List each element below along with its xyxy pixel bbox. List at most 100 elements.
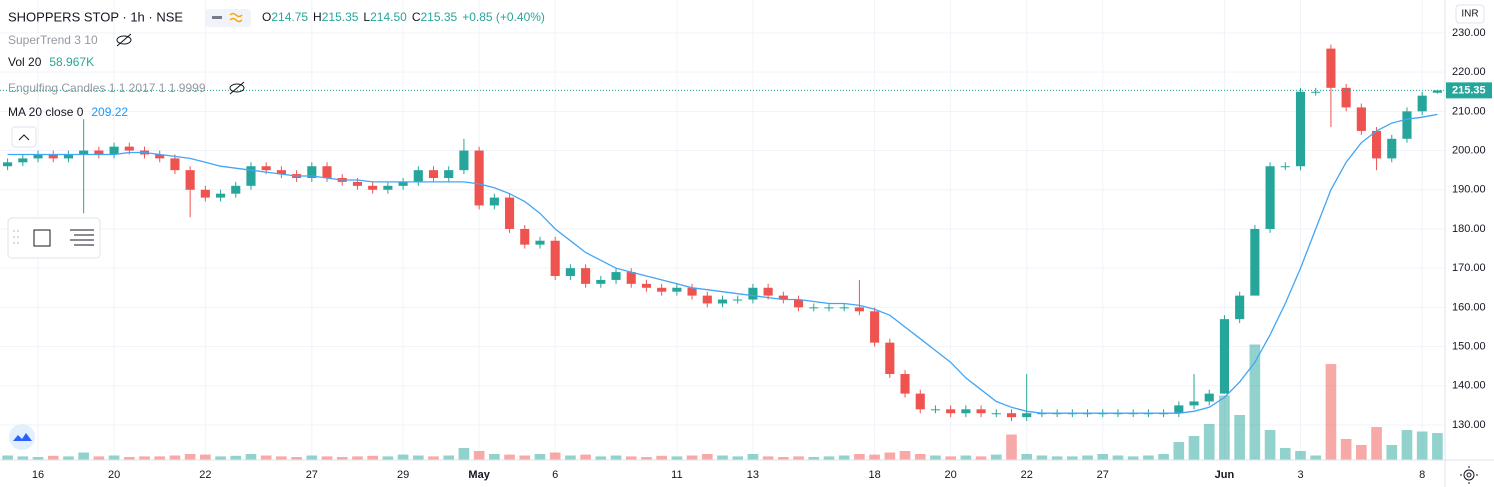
- last-price-label: 215.35: [1452, 84, 1486, 96]
- candle-body: [581, 268, 591, 284]
- volume-bar: [1127, 456, 1139, 460]
- y-tick-label: 160.00: [1452, 301, 1486, 313]
- x-tick-label: 11: [671, 469, 682, 481]
- indicator-supertrend[interactable]: SuperTrend 3 10: [8, 33, 98, 47]
- volume-bar: [1219, 395, 1230, 460]
- candle-body: [474, 150, 484, 206]
- x-tick-label: 18: [868, 469, 880, 481]
- rect-tool[interactable]: [33, 229, 51, 247]
- volume-bar: [549, 452, 561, 460]
- candle-body: [1402, 111, 1412, 139]
- x-tick-label: 13: [747, 469, 759, 481]
- candle-body: [18, 158, 28, 163]
- x-tick-label: 22: [199, 469, 211, 481]
- volume-bar: [1082, 455, 1093, 460]
- candle-body: [915, 393, 925, 410]
- candle-body: [444, 170, 454, 178]
- candle-body: [824, 307, 834, 309]
- volume-bar: [200, 454, 211, 460]
- candle-body: [946, 409, 956, 414]
- candle-body: [1311, 91, 1321, 93]
- volume-bar: [412, 455, 424, 460]
- collapse-button[interactable]: [11, 126, 37, 148]
- indicator-ma[interactable]: MA 20 close 0 209.22: [8, 105, 128, 119]
- volume-bar: [1264, 430, 1276, 460]
- volume-bar: [625, 456, 637, 460]
- volume-bar: [945, 456, 956, 460]
- volume-bar: [397, 454, 409, 460]
- candle-body: [1356, 107, 1366, 131]
- x-tick-label: 3: [1297, 469, 1303, 481]
- volume-bar: [1386, 445, 1398, 460]
- volume-bar: [230, 455, 242, 460]
- volume-bar: [32, 457, 44, 460]
- volume-bar: [1143, 455, 1154, 460]
- y-tick-label: 210.00: [1452, 105, 1486, 117]
- volume-bar: [154, 456, 166, 460]
- candle-body: [1265, 166, 1275, 229]
- candle-body: [1189, 401, 1199, 406]
- vol-value: 58.967K: [49, 55, 94, 69]
- candle-body: [961, 409, 971, 414]
- y-tick-label: 180.00: [1452, 223, 1486, 235]
- candle-body: [1280, 166, 1290, 168]
- hidden-icon[interactable]: [116, 33, 132, 47]
- candle-body: [520, 228, 530, 245]
- drag-handle[interactable]: [13, 230, 19, 244]
- currency-box[interactable]: [1455, 4, 1485, 24]
- candle-body: [459, 150, 469, 171]
- volume-bar: [93, 456, 105, 460]
- candle-body: [413, 170, 423, 182]
- candle-body: [322, 166, 332, 178]
- ma-name: MA 20 close 0: [8, 105, 84, 119]
- volume-bar: [565, 455, 576, 460]
- volume-bar: [352, 456, 363, 460]
- candle-body: [504, 197, 515, 229]
- volume-bar: [504, 454, 515, 460]
- volume-bar: [1021, 454, 1033, 460]
- candle-body: [839, 307, 849, 309]
- candle-body: [687, 287, 697, 296]
- candle-body: [672, 287, 682, 292]
- candle-body: [368, 185, 378, 190]
- h-key: H: [313, 10, 322, 24]
- volume-bar: [975, 456, 987, 460]
- candle-body: [550, 240, 560, 277]
- volume-bar: [169, 455, 181, 460]
- volume-bar: [47, 455, 59, 460]
- candle-body: [641, 283, 652, 288]
- candle-body: [870, 311, 880, 343]
- logo[interactable]: [9, 424, 35, 450]
- candle-body: [352, 181, 363, 186]
- volume-bar: [762, 456, 774, 460]
- candle-body: [976, 409, 986, 414]
- candle-body: [702, 295, 712, 304]
- candle-body: [778, 295, 788, 300]
- y-tick-label: 170.00: [1452, 262, 1486, 274]
- c-value: 215.35: [420, 10, 457, 24]
- x-tick-label: 27: [1097, 469, 1109, 481]
- indicator-engulfing[interactable]: Engulfing Candles 1 1 2017 1 1 9999: [8, 81, 206, 95]
- toggle[interactable]: [205, 9, 251, 27]
- candle-body: [930, 409, 941, 411]
- lines-tool[interactable]: [70, 229, 94, 246]
- candle-body: [1006, 413, 1017, 418]
- volume-bar: [534, 454, 546, 460]
- indicator-vol[interactable]: Vol 20 58.967K: [8, 55, 94, 69]
- candle-body: [748, 287, 758, 300]
- hidden-icon[interactable]: [229, 81, 245, 95]
- candle-body: [109, 146, 119, 155]
- settings-icon[interactable]: [1460, 466, 1478, 484]
- volume-bar: [1325, 364, 1337, 460]
- toggle-icon: [229, 12, 243, 23]
- candle-body: [383, 185, 393, 190]
- volume-bar: [778, 457, 789, 460]
- l-key: L: [363, 10, 370, 24]
- volume-bar: [960, 455, 972, 460]
- volume-bar: [1340, 439, 1352, 460]
- volume-bar: [108, 455, 120, 460]
- volume-bar: [1188, 436, 1200, 460]
- candle-body: [398, 181, 408, 186]
